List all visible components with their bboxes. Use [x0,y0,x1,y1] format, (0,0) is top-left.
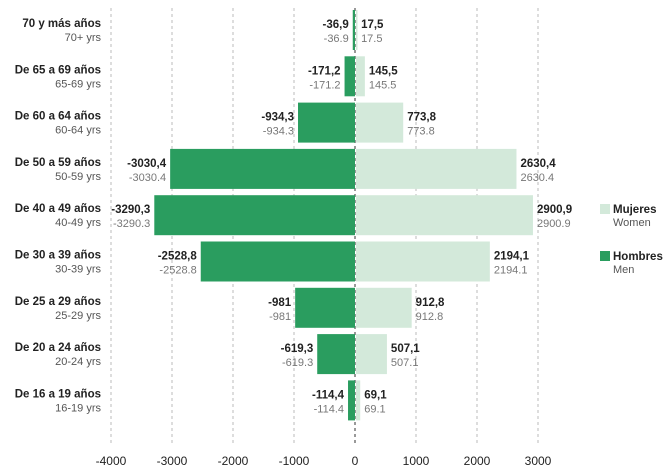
women-value-sublabel: 2194.1 [494,265,528,277]
men-value-sublabel: -114.4 [314,403,344,415]
men-value-label: -981 [268,297,292,309]
x-tick-label: 1000 [403,454,430,468]
women-value-sublabel: 912.8 [416,311,444,323]
legend-sublabel-men: Men [613,264,634,276]
women-value-sublabel: 2900.9 [537,218,571,230]
age-group-label: 70 y más años [22,18,101,30]
age-group-label: De 40 a 49 años [15,203,101,215]
x-tick-label: -3000 [157,454,188,468]
bar-men [170,148,355,189]
men-value-label: -3030,4 [127,158,167,170]
bar-men [154,195,355,236]
bar-women [356,148,517,189]
men-value-sublabel: -3290.3 [113,218,150,230]
age-group-sublabel: 25-29 yrs [55,310,101,322]
bar-men [295,287,355,328]
category-labels: 70 y más años 70+ yrs De 65 a 69 años 65-69… [15,18,102,414]
women-value-label: 912,8 [416,297,445,309]
women-value-label: 69,1 [364,389,387,401]
bar-women [356,56,365,97]
bar-men [348,380,355,421]
age-group-sublabel: 20-24 yrs [55,356,101,368]
age-group-label: De 16 a 19 años [15,388,101,400]
women-value-sublabel: 69.1 [364,403,385,415]
x-tick-label: -2000 [218,454,249,468]
legend-label-men: Hombres [613,251,663,263]
men-value-label: -36,9 [323,19,349,31]
bar-men [298,102,355,143]
men-value-label: -171,2 [308,65,341,77]
men-value-sublabel: -2528.8 [159,265,196,277]
women-value-label: 17,5 [361,19,384,31]
age-group-label: De 60 a 64 años [15,111,101,123]
x-tick-label: -1000 [279,454,310,468]
women-value-label: 145,5 [369,65,398,77]
age-group-sublabel: 50-59 yrs [55,171,101,183]
age-group-sublabel: 65-69 yrs [55,78,101,90]
bar-women [356,10,358,50]
men-value-label: -114,4 [312,389,345,401]
bar-men [352,10,355,50]
age-group-label: De 30 a 39 años [15,250,101,262]
age-group-sublabel: 30-39 yrs [55,264,101,276]
women-value-label: 773,8 [407,112,436,124]
age-group-label: De 25 a 29 años [15,296,101,308]
women-value-sublabel: 145.5 [369,79,397,91]
data-labels: -36,9 -36.9 17,5 17.5 -171,2 -171.2 145,5 145.5… [111,19,572,415]
x-tick-label: 0 [352,454,359,468]
age-group-label: De 20 a 24 años [15,342,101,354]
age-group-label: De 50 a 59 años [15,157,101,169]
men-value-label: -3290,3 [111,204,150,216]
women-value-label: 2630,4 [520,158,556,170]
men-value-label: -934,3 [261,112,294,124]
age-group-sublabel: 70+ yrs [65,32,102,44]
bar-women [356,195,533,236]
women-value-sublabel: 17.5 [361,33,382,45]
legend-swatch-men [600,251,610,261]
x-tick-label: -4000 [96,454,127,468]
age-group-sublabel: 16-19 yrs [55,402,101,414]
bar-men [317,334,355,375]
x-axis-ticks: -4000 -3000 -2000 -1000 0 1000 2000 3000 [96,454,552,468]
legend-sublabel-women: Women [613,217,651,229]
men-value-sublabel: -36.9 [324,33,349,45]
women-value-label: 2194,1 [494,251,530,263]
women-value-sublabel: 773.8 [407,126,435,138]
bar-women [356,287,412,328]
legend-swatch-women [600,204,610,214]
age-group-sublabel: 40-49 yrs [55,217,101,229]
bar-women [356,102,404,143]
age-group-sublabel: 60-64 yrs [55,125,101,137]
women-value-sublabel: 507.1 [391,357,419,369]
men-value-sublabel: -171.2 [309,79,340,91]
men-value-sublabel: -3030.4 [129,172,166,184]
age-group-label: De 65 a 69 años [15,64,101,76]
bar-women [356,241,490,282]
bar-women [356,380,361,421]
men-value-sublabel: -934.3 [263,126,294,138]
legend-label-women: Mujeres [613,204,656,216]
bars [154,10,533,421]
bar-men [200,241,355,282]
women-value-label: 2900,9 [537,204,572,216]
men-value-sublabel: -981 [269,311,291,323]
bar-women [356,334,387,375]
x-tick-label: 3000 [525,454,552,468]
men-value-label: -2528,8 [158,251,198,263]
bar-men [344,56,355,97]
women-value-sublabel: 2630.4 [520,172,554,184]
men-value-sublabel: -619.3 [282,357,313,369]
x-tick-label: 2000 [464,454,491,468]
men-value-label: -619,3 [281,343,314,355]
women-value-label: 507,1 [391,343,420,355]
